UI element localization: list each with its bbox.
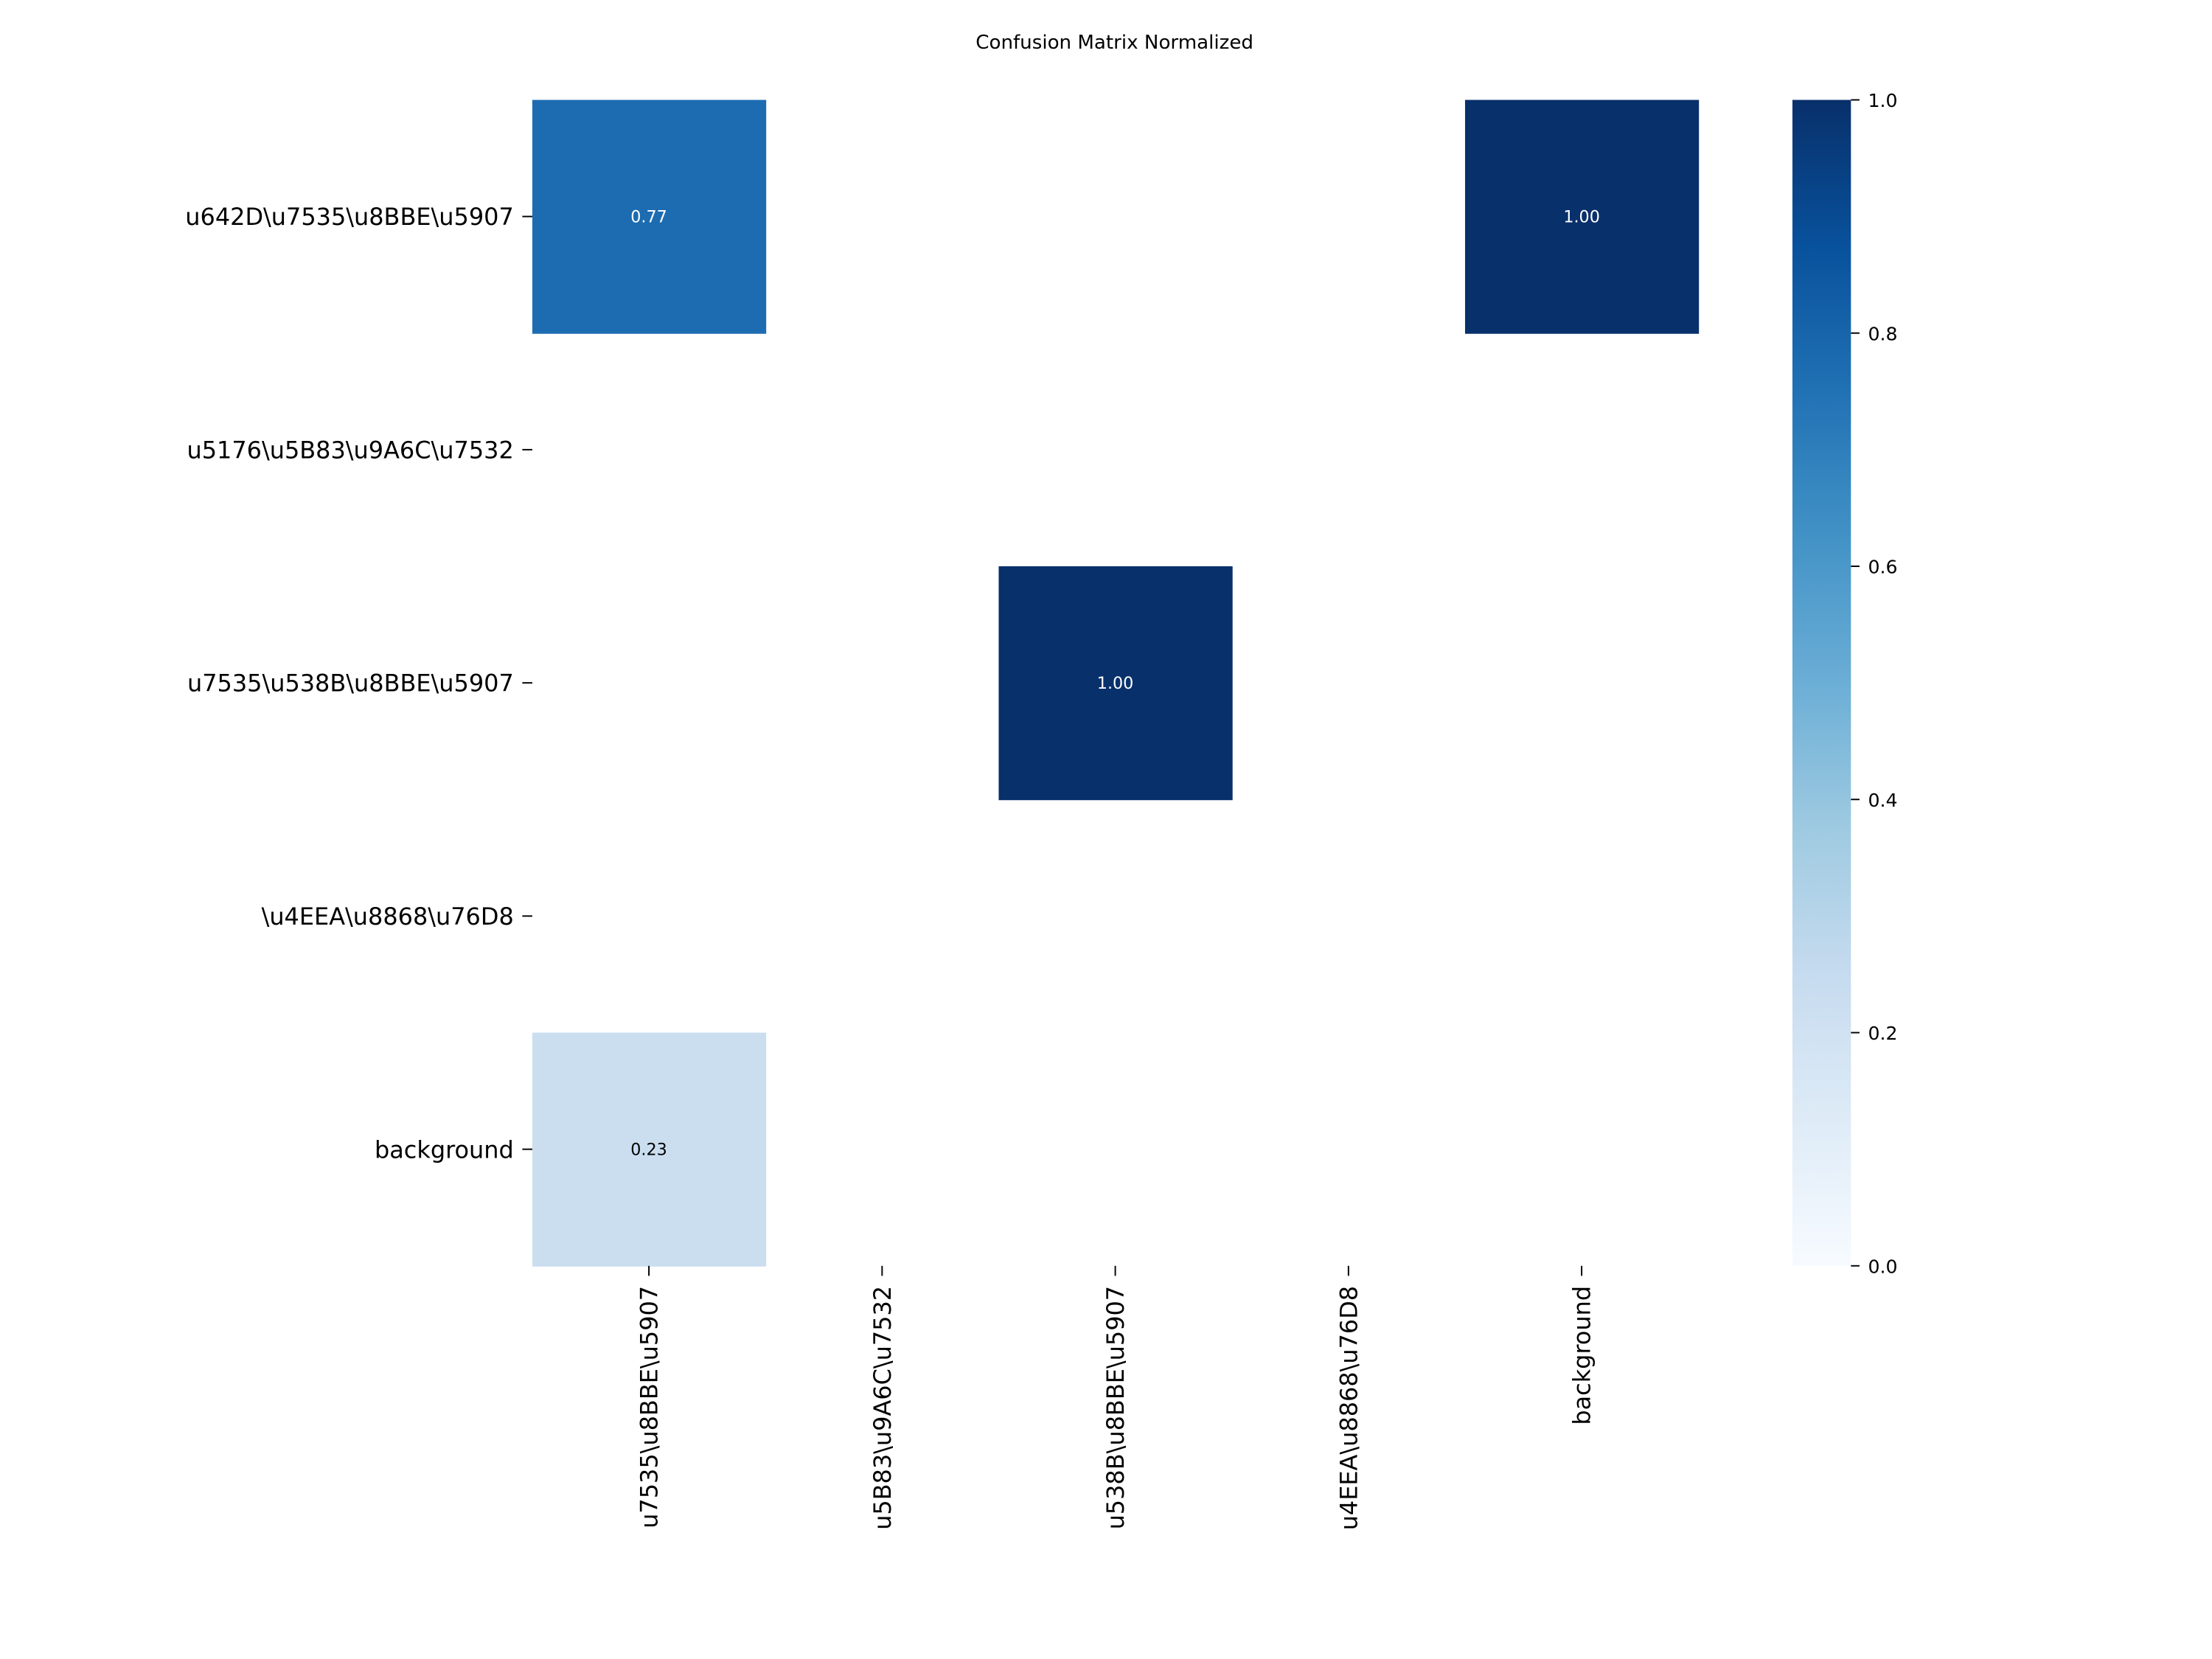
- colorbar-tick-label: 0.2: [1868, 1023, 1898, 1044]
- x-tick-label: u538B\u8BBE\u5907: [1102, 1286, 1130, 1530]
- cell-value-label: 1.00: [1097, 674, 1134, 693]
- y-tick-label: background: [375, 1135, 514, 1164]
- heatmap-cell: [532, 1032, 767, 1267]
- colorbar-tick-label: 1.0: [1868, 90, 1898, 111]
- heatmap-cell: [1464, 100, 1700, 334]
- y-tick-label: u642D\u7535\u8BBE\u5907: [185, 203, 513, 231]
- y-tick-label: u7535\u538B\u8BBE\u5907: [187, 669, 514, 698]
- cell-value-label: 0.77: [630, 207, 667, 226]
- cell-value-label: 1.00: [1563, 207, 1600, 226]
- y-tick-label: \u4EEA\u8868\u76D8: [262, 902, 514, 931]
- colorbar: [1792, 100, 1851, 1266]
- x-tick-label: u7535\u8BBE\u5907: [636, 1286, 664, 1528]
- y-tick-label: u5176\u5B83\u9A6C\u7532: [187, 436, 514, 464]
- chart-title: Confusion Matrix Normalized: [975, 32, 1253, 54]
- colorbar-tick-label: 0.6: [1868, 557, 1898, 578]
- colorbar-tick-label: 0.4: [1868, 790, 1898, 811]
- x-tick-label: u4EEA\u8868\u76D8: [1335, 1286, 1363, 1530]
- heatmap-cell: [532, 100, 767, 334]
- colorbar-tick-label: 0.8: [1868, 323, 1898, 344]
- colorbar-tick-label: 0.0: [1868, 1256, 1898, 1277]
- x-tick-label: background: [1568, 1286, 1596, 1425]
- heatmap-cell: [998, 566, 1233, 801]
- cell-value-label: 0.23: [630, 1140, 667, 1159]
- x-tick-label: u5B83\u9A6C\u7532: [869, 1286, 897, 1530]
